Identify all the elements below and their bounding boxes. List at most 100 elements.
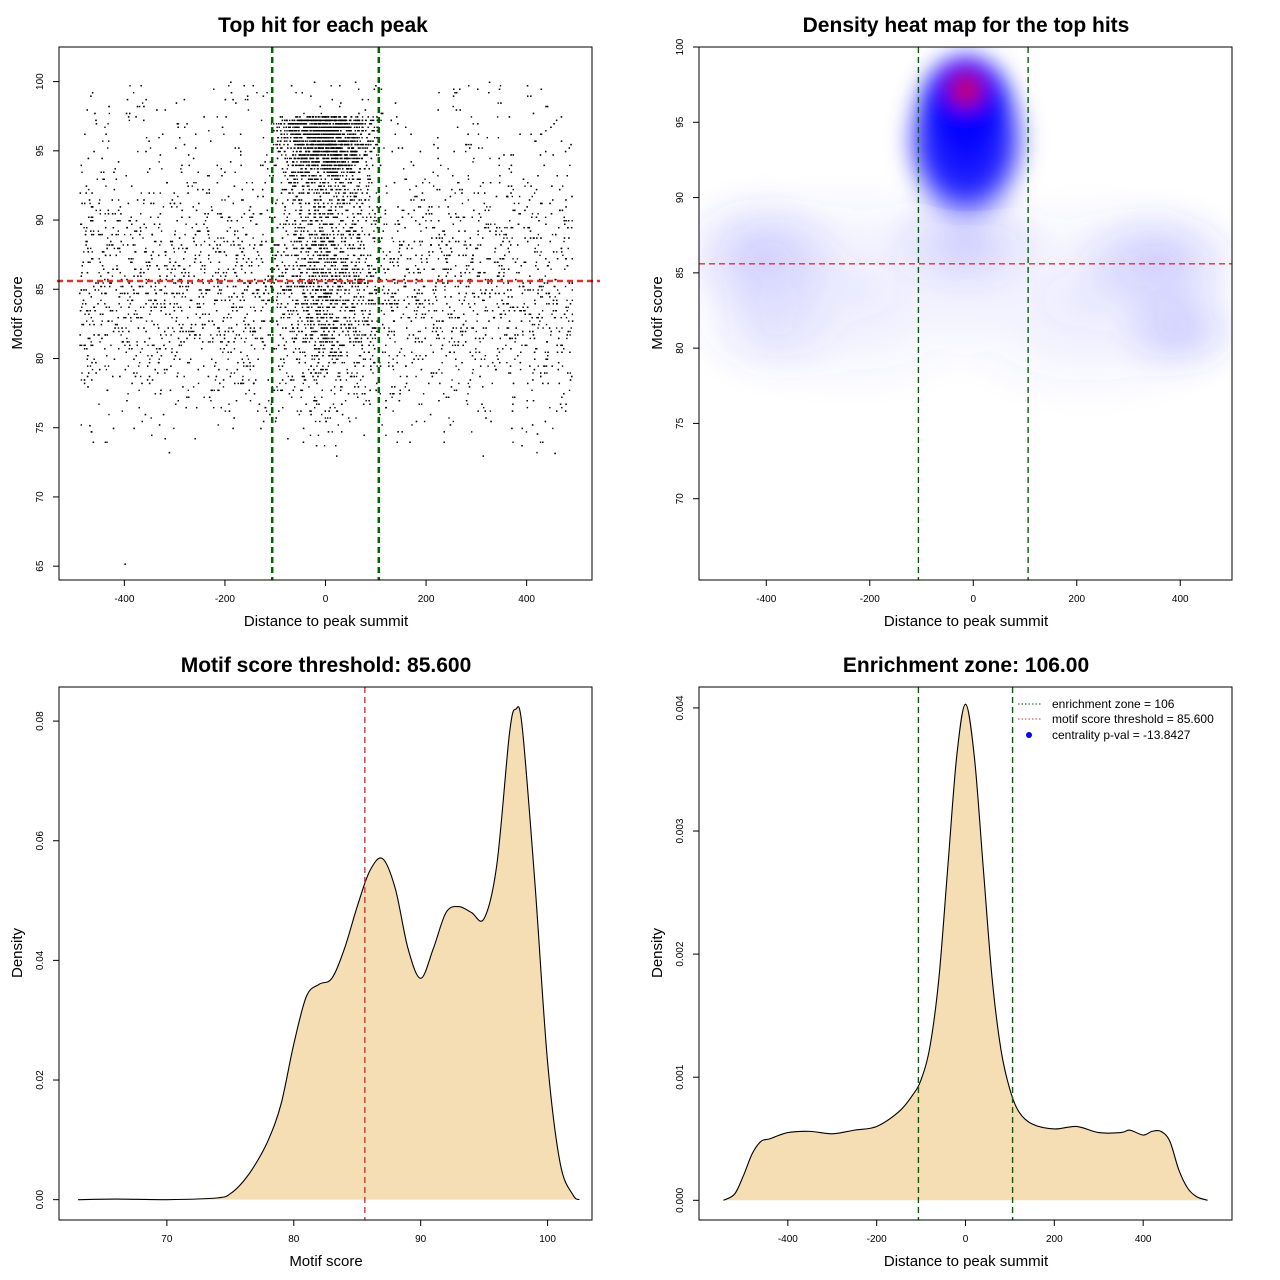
scatter-point bbox=[372, 344, 375, 347]
scatter-point bbox=[123, 316, 125, 319]
scatter-point bbox=[80, 424, 83, 426]
scatter-point bbox=[86, 226, 88, 229]
scatter-point bbox=[82, 299, 85, 302]
scatter-point bbox=[123, 233, 126, 236]
scatter-point bbox=[556, 299, 558, 302]
scatter-point bbox=[559, 188, 561, 191]
scatter-point bbox=[139, 306, 142, 308]
scatter-point bbox=[555, 310, 557, 312]
scatter-point bbox=[127, 244, 129, 246]
scatter-point bbox=[190, 330, 192, 333]
scatter-point bbox=[316, 355, 318, 357]
scatter-point bbox=[100, 275, 102, 277]
scatter-point bbox=[106, 237, 109, 239]
scatter-point bbox=[237, 244, 239, 246]
scatter-point bbox=[387, 289, 390, 291]
scatter-point bbox=[287, 233, 289, 236]
scatter-point bbox=[111, 199, 114, 201]
scatter-point bbox=[348, 316, 351, 319]
scatter-point bbox=[235, 334, 238, 336]
scatter-point bbox=[326, 337, 328, 340]
scatter-point bbox=[217, 271, 219, 274]
scatter-point bbox=[138, 361, 141, 364]
scatter-point bbox=[391, 310, 393, 312]
scatter-point bbox=[267, 299, 269, 302]
scatter-point bbox=[260, 258, 263, 260]
scatter-point bbox=[336, 455, 338, 457]
scatter-point bbox=[432, 185, 435, 187]
scatter-point bbox=[490, 420, 492, 423]
scatter-point bbox=[383, 268, 385, 270]
scatter-point bbox=[269, 413, 271, 416]
scatter-point bbox=[214, 271, 217, 274]
scatter-point bbox=[527, 181, 529, 184]
scatter-point bbox=[330, 85, 332, 87]
scatter-point bbox=[118, 303, 120, 305]
scatter-point bbox=[381, 289, 384, 291]
scatter-point bbox=[154, 299, 156, 302]
scatter-point bbox=[568, 237, 570, 239]
scatter-point bbox=[421, 261, 423, 263]
scatter-point bbox=[336, 171, 339, 173]
scatter-point bbox=[470, 261, 472, 263]
scatter-point bbox=[403, 168, 405, 170]
scatter-point bbox=[92, 441, 95, 443]
scatter-point bbox=[431, 330, 434, 333]
scatter-point bbox=[281, 202, 284, 205]
scatter-point bbox=[218, 268, 220, 270]
scatter-point bbox=[374, 213, 376, 215]
scatter-point bbox=[385, 185, 387, 187]
scatter-point bbox=[150, 306, 152, 308]
scatter-point bbox=[341, 344, 343, 347]
scatter-point bbox=[185, 223, 187, 225]
scatter-point bbox=[331, 98, 333, 101]
scatter-point bbox=[325, 327, 328, 329]
scatter-point bbox=[207, 258, 210, 260]
scatter-point bbox=[156, 323, 159, 326]
scatter-point bbox=[158, 358, 160, 360]
scatter-point bbox=[284, 244, 286, 246]
scatter-point bbox=[392, 240, 395, 243]
scatter-point bbox=[150, 417, 152, 419]
scatter-point bbox=[449, 195, 452, 198]
scatter-point bbox=[421, 192, 424, 194]
scatter-point bbox=[383, 292, 386, 295]
scatter-point bbox=[317, 285, 319, 288]
scatter-point bbox=[98, 368, 101, 371]
scatter-point bbox=[524, 209, 526, 212]
scatter-point bbox=[571, 313, 574, 315]
scatter-point bbox=[240, 265, 243, 267]
scatter-point bbox=[269, 161, 272, 163]
scatter-point bbox=[531, 323, 534, 326]
scatter-point bbox=[406, 258, 409, 260]
scatter-point bbox=[167, 327, 169, 329]
scatter-point bbox=[512, 441, 514, 443]
scatter-point bbox=[441, 320, 443, 322]
scatter-point bbox=[112, 268, 114, 270]
scatter-point bbox=[436, 337, 438, 340]
scatter-point bbox=[353, 310, 355, 312]
scatter-point bbox=[545, 130, 547, 132]
scatter-point bbox=[273, 282, 275, 284]
scatter-point bbox=[476, 247, 479, 250]
scatter-point bbox=[309, 292, 312, 295]
scatter-point bbox=[522, 306, 524, 308]
scatter-point bbox=[320, 251, 323, 253]
scatter-point bbox=[287, 199, 289, 201]
scatter-point bbox=[354, 386, 356, 388]
scatter-point bbox=[431, 268, 434, 270]
scatter-point bbox=[262, 420, 265, 423]
scatter-point bbox=[546, 105, 549, 108]
scatter-point bbox=[156, 303, 159, 305]
scatter-point bbox=[275, 254, 278, 257]
scatter-point bbox=[122, 341, 125, 343]
scatter-point bbox=[269, 216, 271, 218]
scatter-point bbox=[417, 271, 420, 274]
scatter-point bbox=[224, 171, 226, 173]
scatter-point bbox=[496, 261, 499, 263]
scatter-point bbox=[98, 334, 100, 336]
scatter-point bbox=[546, 372, 548, 374]
scatter-point bbox=[319, 254, 321, 257]
scatter-point bbox=[101, 265, 104, 267]
scatter-point bbox=[422, 181, 424, 184]
